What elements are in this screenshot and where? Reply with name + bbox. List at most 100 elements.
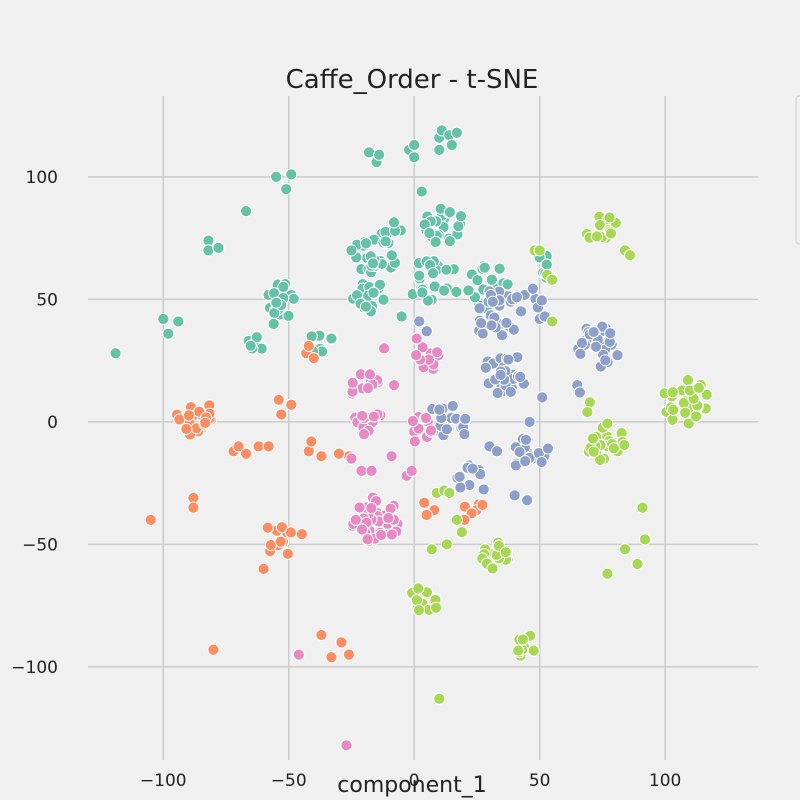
scatter-point bbox=[443, 486, 456, 500]
scatter-point bbox=[454, 209, 468, 223]
scatter-point bbox=[410, 594, 424, 607]
scatter-point bbox=[458, 428, 471, 441]
scatter-point bbox=[512, 644, 525, 657]
scatter-point bbox=[443, 206, 456, 219]
scatter-point bbox=[479, 361, 492, 374]
scatter-point bbox=[315, 628, 328, 642]
scatter-point bbox=[689, 410, 703, 423]
scatter-point bbox=[410, 332, 423, 345]
scatter-point bbox=[514, 370, 527, 383]
scatter-point bbox=[332, 447, 346, 460]
scatter-point bbox=[357, 428, 371, 441]
scatter-point bbox=[446, 399, 459, 413]
scatter-point bbox=[535, 455, 548, 469]
scatter-point bbox=[513, 445, 526, 459]
scatter-point bbox=[430, 346, 444, 359]
scatter-point bbox=[541, 442, 555, 455]
scatter-point bbox=[607, 442, 620, 455]
scatter-point bbox=[493, 262, 506, 275]
scatter-point bbox=[527, 644, 540, 657]
scatter-point bbox=[378, 342, 391, 355]
scatter-point bbox=[244, 339, 257, 352]
scatter-point bbox=[212, 241, 225, 255]
x-tick-label: 0 bbox=[409, 771, 420, 791]
scatter-point bbox=[359, 237, 373, 250]
legend-box bbox=[795, 95, 800, 245]
scatter-point bbox=[361, 533, 374, 546]
scatter-point bbox=[408, 151, 421, 164]
scatter-point bbox=[450, 285, 463, 298]
scatter-point bbox=[473, 302, 486, 315]
scatter-point bbox=[700, 388, 713, 401]
scatter-point bbox=[501, 278, 514, 291]
scatter-point bbox=[546, 315, 559, 328]
scatter-point bbox=[454, 481, 467, 494]
scatter-point bbox=[601, 567, 614, 580]
scatter-point bbox=[408, 435, 421, 448]
scatter-point bbox=[491, 386, 504, 400]
scatter-point bbox=[252, 440, 265, 453]
scatter-point bbox=[618, 543, 632, 556]
scatter-point bbox=[257, 562, 270, 575]
scatter-point bbox=[365, 464, 378, 477]
x-axis-label: component_1 bbox=[337, 773, 486, 798]
scatter-point bbox=[594, 453, 607, 466]
y-tick-label: 0 bbox=[47, 413, 58, 433]
scatter-point bbox=[285, 168, 298, 181]
scatter-point bbox=[477, 483, 490, 496]
scatter-point bbox=[475, 316, 488, 330]
scatter-point bbox=[109, 347, 122, 360]
scatter-point bbox=[476, 498, 489, 512]
scatter-point bbox=[262, 440, 275, 453]
scatter-point bbox=[596, 320, 609, 333]
scatter-point bbox=[450, 126, 463, 139]
scatter-point bbox=[681, 374, 695, 387]
scatter-point bbox=[510, 291, 524, 304]
scatter-point bbox=[325, 650, 338, 664]
scatter-point bbox=[440, 538, 453, 551]
scatter-point bbox=[375, 528, 388, 542]
scatter-point bbox=[416, 286, 429, 299]
scatter-point bbox=[455, 526, 468, 539]
scatter-point bbox=[692, 381, 705, 394]
scatter-point bbox=[180, 422, 193, 436]
scatter-point bbox=[361, 381, 375, 395]
scatter-point bbox=[599, 354, 612, 367]
scatter-point bbox=[355, 464, 368, 477]
scatter-point bbox=[420, 508, 433, 522]
scatter-point bbox=[305, 435, 318, 448]
x-tick-label: −50 bbox=[271, 771, 307, 791]
scatter-point bbox=[172, 315, 185, 328]
scatter-point bbox=[199, 416, 212, 429]
scatter-point bbox=[452, 220, 465, 233]
scatter-point bbox=[499, 546, 512, 559]
scatter-point bbox=[604, 327, 617, 340]
scatter-point bbox=[157, 312, 170, 326]
scatter-point bbox=[385, 528, 398, 541]
scatter-point bbox=[526, 282, 539, 295]
scatter-point bbox=[270, 296, 283, 309]
scatter-point bbox=[239, 447, 253, 460]
scatter-point bbox=[433, 692, 446, 705]
scatter-point bbox=[453, 470, 466, 483]
scatter-point bbox=[490, 445, 504, 458]
scatter-point bbox=[315, 450, 328, 463]
scatter-point bbox=[325, 332, 338, 345]
scatter-point bbox=[426, 267, 440, 280]
scatter-point bbox=[500, 316, 513, 329]
scatter-point bbox=[388, 379, 401, 392]
scatter-point bbox=[682, 417, 695, 430]
scatter-point bbox=[476, 327, 489, 340]
scatter-point bbox=[471, 274, 484, 287]
scatter-point bbox=[387, 216, 401, 229]
scatter-point bbox=[239, 205, 253, 218]
scatter-point bbox=[187, 501, 200, 514]
scatter-point bbox=[261, 521, 274, 534]
scatter-point bbox=[425, 543, 438, 556]
scatter-point bbox=[523, 415, 536, 428]
scatter-point bbox=[429, 235, 442, 249]
scatter-point bbox=[292, 648, 305, 661]
scatter-point bbox=[667, 403, 680, 416]
scatter-point bbox=[433, 143, 446, 157]
